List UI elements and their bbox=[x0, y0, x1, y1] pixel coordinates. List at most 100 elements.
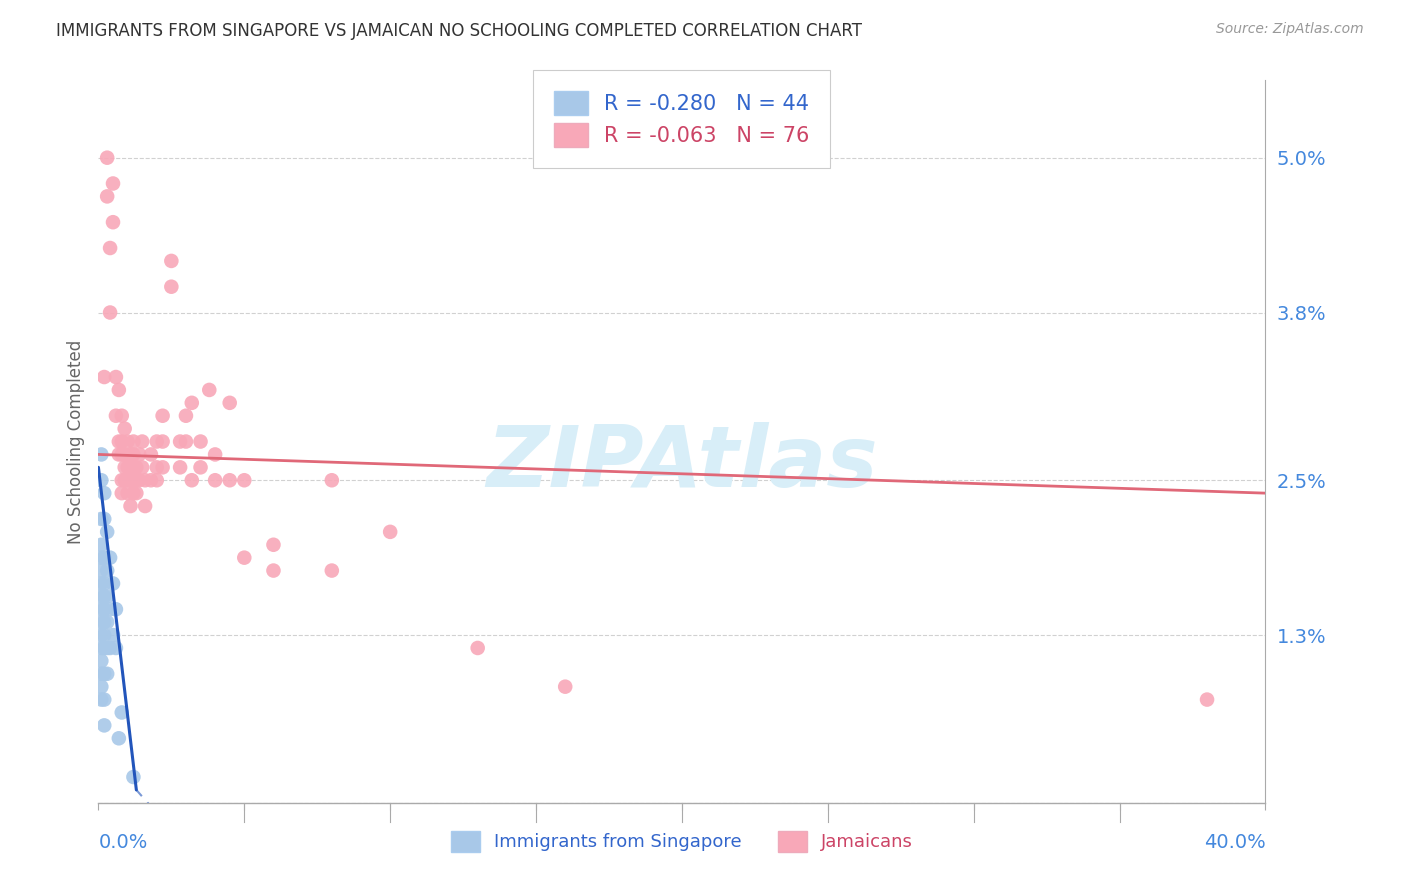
Point bbox=[128, 447, 150, 461]
Point bbox=[93, 370, 115, 384]
Point bbox=[122, 447, 145, 461]
Point bbox=[117, 473, 139, 487]
Point bbox=[90, 602, 112, 616]
Point bbox=[104, 602, 127, 616]
Point bbox=[93, 550, 115, 565]
Legend: Immigrants from Singapore, Jamaicans: Immigrants from Singapore, Jamaicans bbox=[443, 823, 921, 859]
Point bbox=[93, 640, 115, 655]
Text: Source: ZipAtlas.com: Source: ZipAtlas.com bbox=[1216, 22, 1364, 37]
Point bbox=[1195, 692, 1218, 706]
Point bbox=[98, 602, 121, 616]
Point bbox=[90, 628, 112, 642]
Point bbox=[93, 602, 115, 616]
Point bbox=[96, 524, 118, 539]
Point bbox=[233, 550, 256, 565]
Point bbox=[90, 473, 112, 487]
Point bbox=[101, 628, 124, 642]
Point bbox=[169, 460, 191, 475]
Point bbox=[152, 460, 174, 475]
Text: ZIPAtlas: ZIPAtlas bbox=[486, 422, 877, 505]
Point bbox=[128, 473, 150, 487]
Point bbox=[90, 666, 112, 681]
Text: 40.0%: 40.0% bbox=[1204, 833, 1265, 853]
Point bbox=[117, 486, 139, 500]
Point bbox=[90, 576, 112, 591]
Point bbox=[93, 692, 115, 706]
Point bbox=[160, 279, 183, 293]
Point bbox=[380, 524, 402, 539]
Point bbox=[93, 615, 115, 630]
Point bbox=[96, 615, 118, 630]
Point bbox=[90, 615, 112, 630]
Point bbox=[104, 370, 127, 384]
Point bbox=[120, 473, 142, 487]
Point bbox=[93, 486, 115, 500]
Point bbox=[321, 564, 343, 578]
Point bbox=[93, 628, 115, 642]
Point bbox=[160, 253, 183, 268]
Point bbox=[233, 473, 256, 487]
Point bbox=[262, 538, 284, 552]
Point bbox=[111, 409, 134, 423]
Point bbox=[120, 460, 142, 475]
Point bbox=[111, 473, 134, 487]
Point bbox=[169, 434, 191, 449]
Point bbox=[90, 692, 112, 706]
Point bbox=[122, 434, 145, 449]
Point bbox=[122, 460, 145, 475]
Point bbox=[218, 473, 240, 487]
Point bbox=[321, 473, 343, 487]
Point bbox=[93, 666, 115, 681]
Y-axis label: No Schooling Completed: No Schooling Completed bbox=[66, 340, 84, 543]
Point bbox=[125, 473, 148, 487]
Point bbox=[114, 447, 136, 461]
Point bbox=[111, 706, 134, 720]
Point bbox=[120, 499, 142, 513]
Point bbox=[90, 654, 112, 668]
Point bbox=[90, 564, 112, 578]
Point bbox=[98, 241, 121, 255]
Point bbox=[108, 731, 131, 746]
Point bbox=[90, 680, 112, 694]
Point bbox=[90, 538, 112, 552]
Point bbox=[152, 409, 174, 423]
Point bbox=[98, 640, 121, 655]
Point bbox=[96, 151, 118, 165]
Point bbox=[93, 576, 115, 591]
Point bbox=[218, 396, 240, 410]
Point bbox=[180, 396, 202, 410]
Point bbox=[125, 486, 148, 500]
Point bbox=[122, 770, 145, 784]
Point bbox=[111, 486, 134, 500]
Text: 0.0%: 0.0% bbox=[98, 833, 148, 853]
Point bbox=[139, 447, 162, 461]
Point bbox=[101, 576, 124, 591]
Point bbox=[96, 564, 118, 578]
Point bbox=[204, 447, 226, 461]
Point bbox=[96, 189, 118, 203]
Point bbox=[134, 499, 156, 513]
Point bbox=[96, 666, 118, 681]
Point bbox=[120, 447, 142, 461]
Point bbox=[554, 680, 576, 694]
Point bbox=[90, 590, 112, 604]
Point bbox=[117, 460, 139, 475]
Point bbox=[174, 434, 197, 449]
Point bbox=[117, 434, 139, 449]
Point bbox=[146, 434, 169, 449]
Point bbox=[139, 473, 162, 487]
Point bbox=[90, 640, 112, 655]
Point bbox=[134, 473, 156, 487]
Point bbox=[108, 434, 131, 449]
Point bbox=[93, 718, 115, 732]
Point bbox=[190, 434, 212, 449]
Point bbox=[114, 422, 136, 436]
Point bbox=[174, 409, 197, 423]
Point bbox=[93, 590, 115, 604]
Point bbox=[108, 383, 131, 397]
Point bbox=[98, 305, 121, 319]
Point bbox=[198, 383, 221, 397]
Point bbox=[98, 550, 121, 565]
Point bbox=[108, 447, 131, 461]
Point bbox=[104, 409, 127, 423]
